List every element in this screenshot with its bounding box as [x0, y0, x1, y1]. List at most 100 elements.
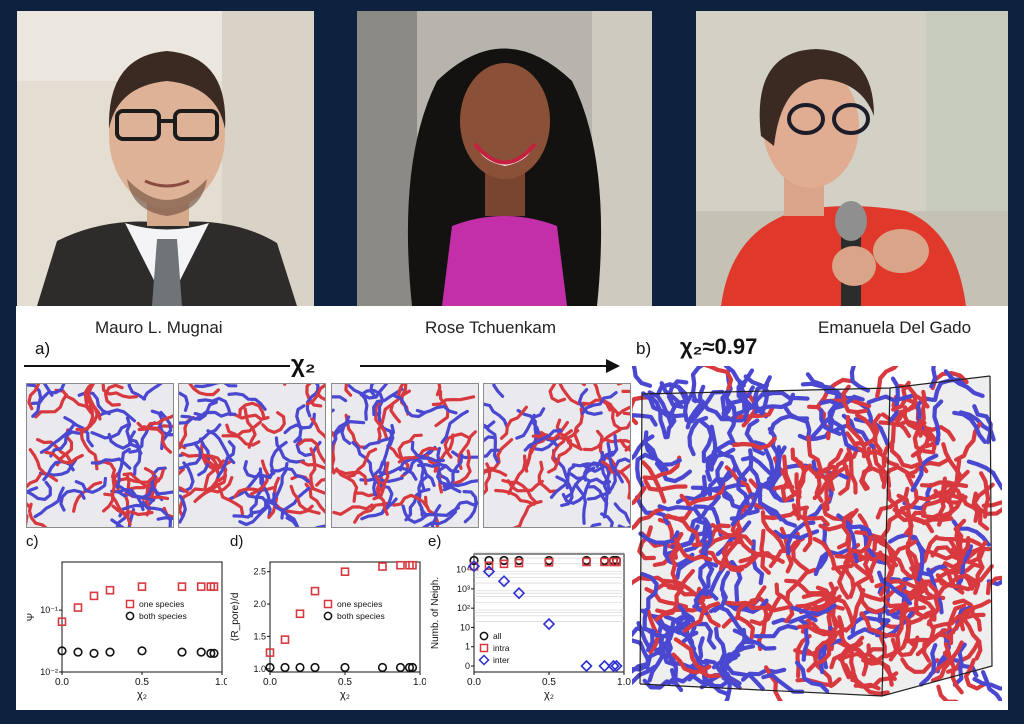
x-tick-label: 0.5: [542, 677, 556, 688]
network-strand: [819, 408, 852, 434]
data-point: [408, 560, 417, 570]
polymer-strand: [49, 430, 81, 458]
network-strand: [699, 361, 734, 391]
network-strand: [687, 415, 709, 457]
network-strand: [825, 591, 856, 629]
network-strand: [654, 569, 695, 592]
data-point: [340, 567, 350, 577]
network-strand: [971, 491, 1006, 516]
network-strand: [762, 390, 810, 401]
cube-edge: [639, 393, 643, 685]
photo-mauro-mugnai: [17, 11, 314, 306]
data-point: [340, 662, 350, 673]
polymer-strand: [63, 416, 94, 448]
polymer-strand: [216, 440, 236, 479]
polymer-strand: [110, 518, 125, 527]
polymer-strand: [183, 423, 222, 448]
network-strand: [917, 389, 927, 438]
polymer-strand: [347, 384, 369, 421]
polymer-strand: [179, 443, 202, 470]
network-strand: [859, 611, 898, 638]
polymer-strand: [506, 479, 544, 493]
data-point: [407, 662, 418, 673]
polymer-strand: [127, 437, 142, 476]
polymer-strand: [457, 430, 477, 470]
network-strand: [720, 627, 747, 668]
polymer-strand: [362, 423, 396, 450]
network-strand: [845, 415, 867, 459]
network-strand: [905, 516, 954, 524]
network-strand: [847, 619, 890, 640]
photo-rose-tchuenkam: [357, 11, 652, 306]
data-point: [378, 562, 387, 571]
polymer-strand: [269, 462, 289, 503]
polymer-strand: [194, 384, 238, 389]
polymer-strand: [487, 438, 514, 473]
data-point: [582, 557, 591, 567]
polymer-strand: [179, 487, 204, 519]
network-strand: [836, 511, 855, 550]
network-strand: [936, 573, 976, 598]
data-point: [73, 647, 83, 657]
data-point: [280, 635, 290, 644]
network-strand: [881, 465, 916, 490]
data-point: [544, 558, 554, 567]
network-strand: [839, 641, 864, 680]
polymer-strand: [344, 384, 353, 397]
y-tick-label: 1: [465, 642, 470, 652]
network-strand: [973, 548, 985, 595]
network-strand: [711, 626, 727, 670]
network-strand: [952, 410, 987, 444]
polymer-strand: [27, 502, 48, 527]
polymer-strand: [142, 425, 173, 454]
polymer-strand: [430, 504, 442, 527]
polymer-strand: [261, 411, 286, 434]
network-strand: [960, 493, 990, 531]
network-strand: [671, 652, 712, 675]
network-strand: [797, 617, 810, 662]
y-tick-label: 10³: [457, 584, 470, 594]
network-strand: [937, 488, 964, 527]
network-strand: [972, 404, 993, 445]
polymer-strand: [72, 480, 103, 513]
panel-a-label: a): [35, 339, 51, 358]
network-strand: [794, 660, 830, 694]
data-point: [607, 659, 620, 673]
polymer-strand: [595, 434, 619, 468]
polymer-strand: [150, 409, 173, 437]
network-strand: [888, 618, 911, 662]
network-strand: [673, 637, 708, 673]
data-point: [105, 585, 115, 595]
network-strand: [824, 464, 840, 512]
data-point: [514, 558, 524, 568]
network-strand: [731, 436, 777, 451]
network-strand: [796, 622, 840, 637]
polymer-strand: [127, 507, 136, 527]
polymer-strand: [494, 488, 536, 506]
polymer-strand: [332, 503, 374, 516]
network-strand: [702, 521, 713, 570]
polymer-strand: [547, 439, 573, 474]
polymer-strand: [573, 407, 584, 450]
polymer-strand: [293, 404, 306, 444]
network-strand: [762, 505, 809, 521]
polymer-strand: [300, 460, 325, 470]
x-tick-label: 0.5: [338, 677, 352, 688]
polymer-strand: [512, 500, 543, 527]
data-point: [310, 586, 320, 596]
data-point: [177, 647, 187, 657]
network-strand: [795, 634, 812, 679]
polymer-strand: [305, 384, 323, 408]
network-strand: [648, 394, 668, 440]
network-strand: [910, 535, 925, 582]
network-strand: [891, 394, 912, 438]
polymer-strand: [285, 516, 300, 527]
polymer-strand: [492, 384, 505, 398]
data-point: [89, 591, 99, 601]
polymer-strand: [314, 390, 325, 402]
x-tick-label: 0.5: [135, 677, 149, 688]
network-strand: [666, 585, 713, 600]
polymer-strand: [27, 480, 52, 501]
data-point: [497, 575, 511, 588]
polymer-strand: [44, 450, 84, 465]
